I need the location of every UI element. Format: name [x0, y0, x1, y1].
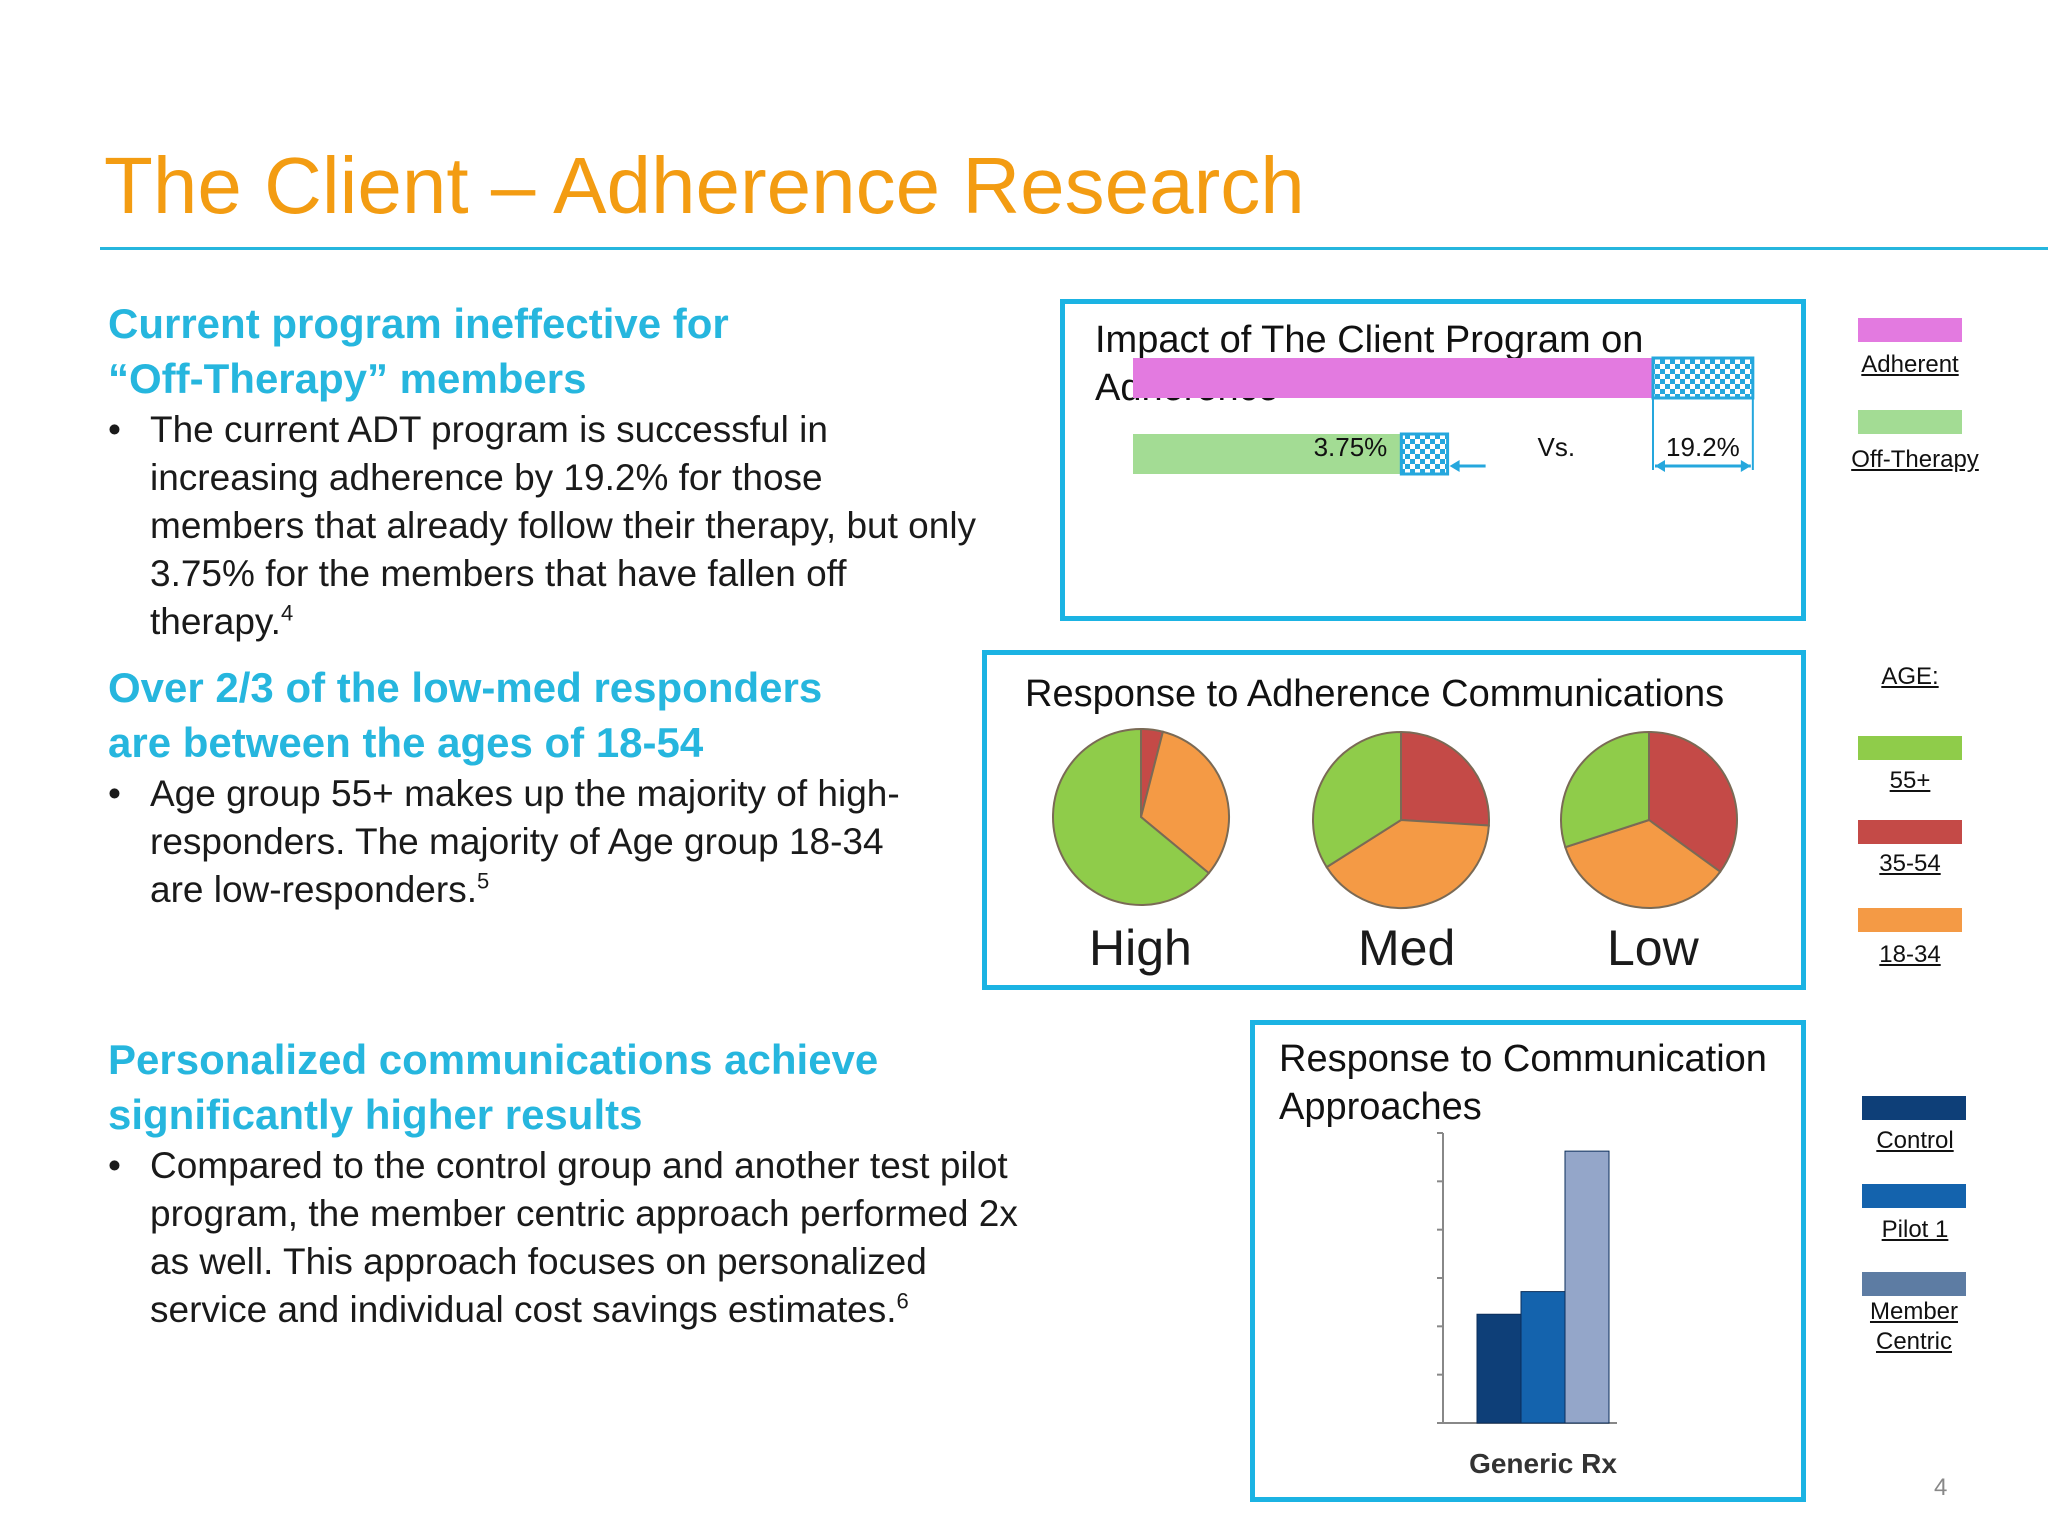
legend-swatch-18-34	[1858, 908, 1962, 932]
pie-slice-low-35-54	[1648, 730, 1738, 874]
legend-swatch-35-54	[1858, 820, 1962, 844]
pie-label-low: Low	[1607, 920, 1699, 976]
bullet-line: as well. This approach focuses on person…	[150, 1241, 927, 1282]
section-heading-line: significantly higher results	[108, 1091, 643, 1138]
impact-arrowhead	[1449, 460, 1460, 472]
bullet-line: 3.75% for the members that have fallen o…	[150, 553, 847, 594]
pie-chart-panel: Response to Adherence Communications Hig…	[982, 650, 1806, 990]
bullet-item: • The current ADT program is successful …	[108, 406, 1108, 646]
pie-label-high: High	[1089, 920, 1192, 976]
bullet-line: The current ADT program is successful in	[150, 409, 828, 450]
section-off-therapy: Current program ineffective for “Off-The…	[108, 296, 1108, 646]
legend-swatch-adherent	[1858, 318, 1962, 342]
section-age-groups: Over 2/3 of the low-med responders are b…	[108, 660, 1108, 914]
legend-label-off-therapy: Off-Therapy	[1851, 446, 1979, 473]
bullet-dot: •	[108, 1145, 121, 1186]
legend-label-18-34: 18-34	[1879, 941, 1941, 968]
approach-bar-member-centric	[1564, 1150, 1610, 1424]
title-divider	[100, 247, 2048, 250]
approach-chart-title: Response to Communication Approaches	[1279, 1038, 1767, 1128]
section-personalized: Personalized communications achieve sign…	[108, 1032, 1108, 1334]
impact-arrowhead	[1655, 460, 1665, 472]
bullet-item: • Compared to the control group and anot…	[108, 1142, 1108, 1334]
impact-label-adherent: 19.2%	[1666, 432, 1740, 462]
page-number: 4	[1934, 1474, 1948, 1501]
impact-label-vs: Vs.	[1538, 432, 1576, 462]
section-heading-line: are between the ages of 18-54	[108, 719, 704, 766]
bullet-line: members that already follow their therap…	[150, 505, 977, 546]
section-heading: Current program ineffective for “Off-The…	[108, 296, 1108, 406]
impact-increase-adherent	[1651, 356, 1755, 400]
impact-chart-panel: Impact of The Client Program on Adherenc…	[1060, 299, 1806, 621]
page-title: The Client – Adherence Research	[104, 141, 1305, 230]
footnote-ref: 5	[476, 868, 490, 894]
bullet-line: Age group 55+ makes up the majority of h…	[150, 773, 900, 814]
legend-swatch-off-therapy	[1858, 410, 1962, 434]
section-heading-line: “Off-Therapy” members	[108, 355, 587, 402]
impact-chart: 3.75% Vs. 19.2%	[1133, 356, 1755, 476]
pie-charts	[1052, 727, 1738, 909]
pie-slice-med-35-54	[1400, 730, 1490, 827]
bullet-item: • Age group 55+ makes up the majority of…	[108, 770, 1108, 914]
bullet-line: are low-responders.	[150, 869, 477, 910]
pie-slice-med-55-plus	[1312, 730, 1402, 869]
legend-swatch-member-centric	[1862, 1272, 1966, 1296]
legend-label-adherent: Adherent	[1861, 351, 1959, 378]
impact-arrowhead	[1740, 460, 1751, 472]
approach-bar-control	[1476, 1313, 1522, 1424]
legend-swatch-control	[1862, 1096, 1966, 1120]
section-heading-line: Over 2/3 of the low-med responders	[108, 664, 823, 711]
legend-label-control: Control	[1876, 1127, 1954, 1154]
bullet-line: therapy.	[150, 601, 281, 642]
approach-chart-panel: Response to Communication Approaches Gen…	[1250, 1020, 1806, 1502]
legend-label-member-centric: Member Centric	[1869, 1298, 1959, 1355]
impact-increase-off-therapy	[1399, 432, 1450, 476]
pie-slice-low-18-34	[1564, 818, 1722, 909]
section-heading-line: Personalized communications achieve	[108, 1036, 879, 1083]
bullet-line: increasing adherence by 19.2% for those	[150, 457, 823, 498]
bullet-line: Compared to the control group and anothe…	[150, 1145, 1008, 1186]
section-heading: Personalized communications achieve sign…	[108, 1032, 1108, 1142]
legend-swatch-pilot-1	[1862, 1184, 1966, 1208]
bullet-line: program, the member centric approach per…	[150, 1193, 1018, 1234]
approach-bar-pilot-1	[1520, 1291, 1566, 1424]
pie-chart-title: Response to Adherence Communications	[1025, 673, 1725, 715]
approach-x-tick-label: Generic Rx	[1469, 1448, 1617, 1479]
impact-bar-adherent	[1133, 358, 1653, 398]
legend-swatch-55-plus	[1858, 736, 1962, 760]
section-heading: Over 2/3 of the low-med responders are b…	[108, 660, 1108, 770]
bullet-line: responders. The majority of Age group 18…	[150, 821, 884, 862]
pie-slice-low-55-plus	[1560, 730, 1650, 849]
footnote-ref: 4	[280, 600, 294, 626]
approach-chart: Generic Rx	[1437, 1132, 1617, 1479]
legend-label-pilot-1: Pilot 1	[1881, 1216, 1949, 1243]
impact-label-off-therapy: 3.75%	[1314, 432, 1388, 462]
pie-slice-high-18-34	[1139, 730, 1230, 875]
bullet-line: service and individual cost savings esti…	[150, 1289, 897, 1330]
legend-title-age: AGE:	[1881, 663, 1939, 690]
bullet-dot: •	[108, 773, 121, 814]
pie-slice-high-55-plus	[1052, 727, 1211, 906]
legend-label-55-plus: 55+	[1889, 767, 1931, 794]
legend-label-35-54: 35-54	[1879, 850, 1941, 877]
pie-label-med: Med	[1358, 920, 1456, 976]
bullet-dot: •	[108, 409, 121, 450]
section-heading-line: Current program ineffective for	[108, 300, 729, 347]
impact-bar-off-therapy	[1133, 434, 1402, 474]
footnote-ref: 6	[896, 1288, 909, 1314]
